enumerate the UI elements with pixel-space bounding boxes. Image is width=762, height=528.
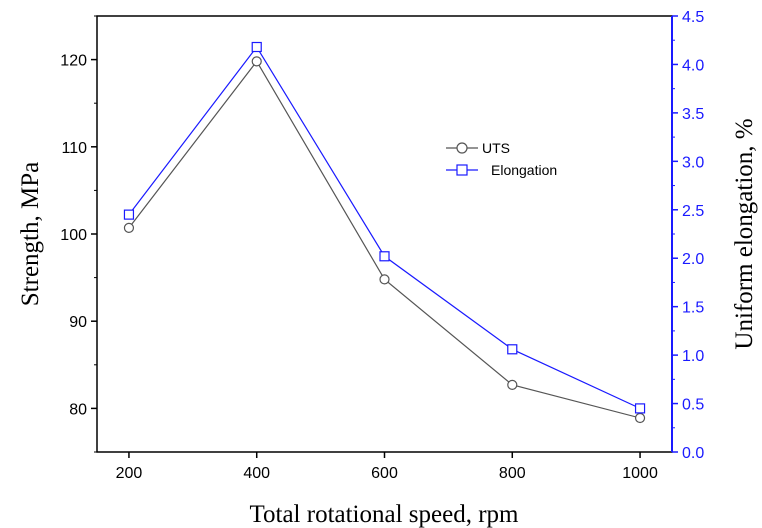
- right-y-tick-label: 1.0: [682, 348, 704, 365]
- x-tick-label: 800: [499, 465, 526, 482]
- data-point-elongation: [507, 344, 518, 355]
- left-y-axis-title: Strength, MPa: [17, 162, 44, 306]
- left-y-axis: 80 90 100 110 120: [60, 15, 97, 453]
- left-y-tick-label: 110: [61, 140, 87, 157]
- series-layer: [123, 41, 646, 424]
- right-y-tick-label: 0.0: [682, 445, 704, 462]
- left-y-tick-label: 100: [60, 227, 87, 244]
- x-axis: 200 400 600 800 1000: [116, 452, 658, 482]
- left-y-tick-label: 120: [60, 53, 87, 70]
- x-tick-label: 1000: [622, 465, 658, 482]
- legend-uts-label: UTS: [482, 140, 510, 156]
- data-point-elongation: [251, 41, 262, 53]
- legend-elongation-label: Elongation: [491, 162, 557, 178]
- right-y-tick-label: 1.5: [682, 300, 704, 317]
- x-tick-label: 600: [371, 465, 398, 482]
- right-y-tick-label: 3.5: [682, 106, 704, 123]
- data-point-uts: [123, 222, 135, 233]
- right-y-tick-label: 2.5: [682, 203, 704, 220]
- right-y-axis: 0.0 0.5 1.0 1.5 2.0 2.5 3.0 3.5 4.0 4.5: [671, 9, 704, 462]
- data-point-elongation: [634, 403, 646, 414]
- left-y-tick-label: 80: [69, 401, 87, 418]
- plot-frame: [96, 15, 673, 453]
- legend: UTS Elongation: [446, 140, 557, 178]
- right-y-axis-title: Uniform elongation, %: [731, 118, 758, 349]
- data-point-uts: [634, 412, 646, 424]
- data-point-uts: [379, 274, 390, 285]
- legend-uts-marker: [456, 142, 468, 154]
- right-y-tick-label: 4.5: [682, 9, 704, 26]
- data-point-elongation: [379, 251, 390, 262]
- right-y-tick-label: 0.5: [682, 397, 704, 414]
- x-tick-label: 200: [116, 465, 143, 482]
- data-point-uts: [507, 379, 518, 390]
- x-tick-label: 400: [243, 465, 270, 482]
- left-y-tick-label: 90: [69, 314, 87, 331]
- legend-elongation-marker: [456, 164, 468, 176]
- data-point-uts: [251, 56, 262, 67]
- right-y-tick-label: 4.0: [682, 57, 704, 74]
- right-y-tick-label: 3.0: [682, 154, 704, 171]
- data-point-elongation: [123, 209, 135, 220]
- right-y-tick-label: 2.0: [682, 251, 704, 268]
- series-line-elongation: [128, 45, 641, 409]
- x-axis-title: Total rotational speed, rpm: [249, 501, 519, 528]
